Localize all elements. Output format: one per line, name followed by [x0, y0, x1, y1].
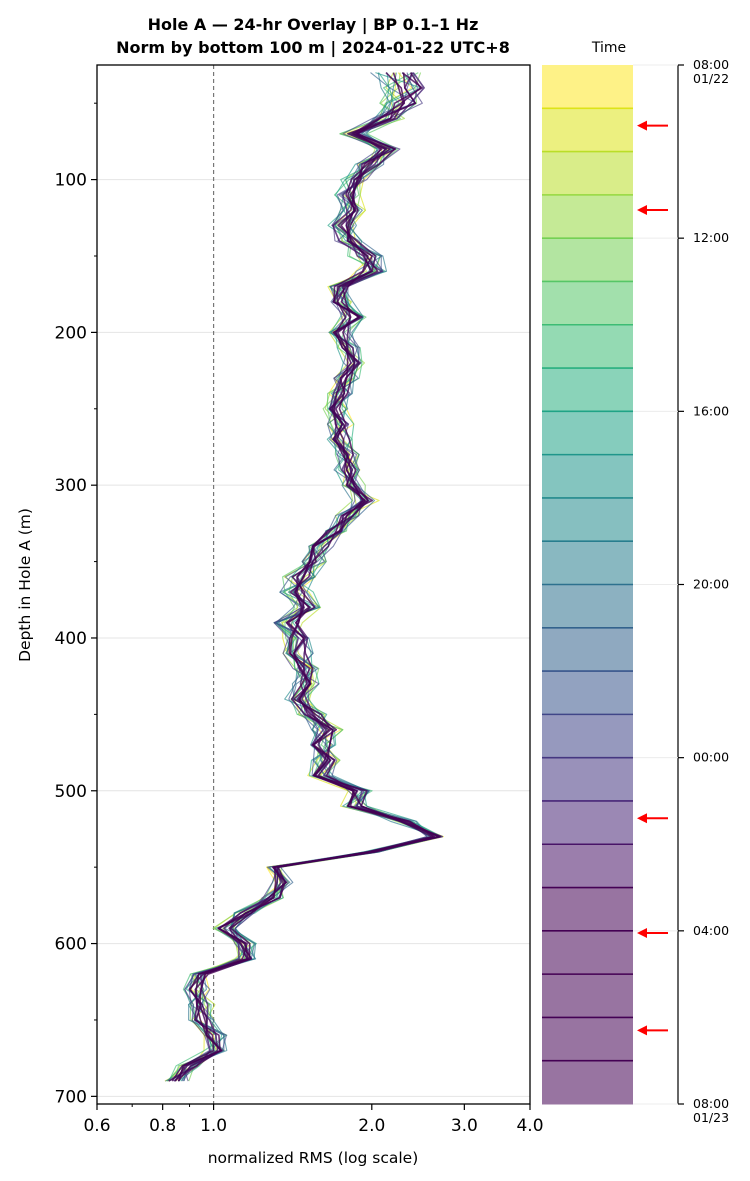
plot-frame — [96, 64, 531, 1105]
colorbar-band — [542, 411, 633, 456]
event-arrows — [637, 120, 668, 1036]
event-arrow — [637, 813, 668, 824]
colorbar-band — [542, 844, 633, 889]
colorbar-band — [542, 714, 633, 759]
y-tick-label: 700 — [55, 1087, 87, 1107]
y-tick-label: 200 — [55, 323, 87, 343]
time-tick-label: 00:00 — [693, 750, 729, 765]
y-tick-label: 400 — [55, 629, 87, 649]
x-tick-label: 2.0 — [358, 1116, 385, 1136]
colorbar — [542, 65, 633, 1105]
y-axis-ticks: 100 200 300 400 500 600 700 — [55, 102, 97, 1107]
event-arrow — [637, 120, 668, 131]
colorbar-band — [542, 238, 633, 282]
x-axis-label: normalized RMS (log scale) — [208, 1149, 419, 1167]
colorbar-band — [542, 757, 633, 802]
x-tick-label: 0.6 — [83, 1116, 110, 1136]
time-tick-label: 01/23 — [693, 1110, 729, 1125]
colorbar-band — [542, 497, 633, 542]
time-axis: 08:0001/2212:0016:0020:0000:0004:0008:00… — [633, 57, 729, 1125]
colorbar-band — [542, 671, 633, 715]
colorbar-band — [542, 194, 633, 239]
x-tick-label: 0.8 — [149, 1116, 176, 1136]
gridlines — [97, 179, 530, 1097]
time-tick-label: 04:00 — [693, 923, 729, 938]
colorbar-band — [542, 1017, 633, 1062]
chart-title-line2: Norm by bottom 100 m | 2024-01-22 UTC+8 — [116, 38, 510, 58]
colorbar-band — [542, 887, 633, 932]
colorbar-band — [542, 930, 633, 975]
event-arrow — [637, 1025, 668, 1036]
event-arrow — [637, 927, 668, 938]
hour-trace — [180, 72, 432, 1082]
colorbar-label: Time — [591, 40, 626, 56]
hour-trace — [181, 72, 430, 1082]
x-tick-label: 4.0 — [516, 1116, 543, 1136]
time-tick-label: 08:00 — [693, 1096, 729, 1111]
y-tick-label: 500 — [55, 782, 87, 802]
event-arrow — [637, 205, 668, 216]
hour-trace — [168, 72, 441, 1082]
x-axis-ticks: 0.6 0.8 1.0 2.0 3.0 4.0 — [83, 1104, 544, 1136]
time-tick-label: 08:00 — [693, 57, 729, 72]
colorbar-band — [542, 151, 633, 196]
colorbar-band — [542, 1060, 633, 1105]
colorbar-band — [542, 65, 633, 109]
colorbar-band — [542, 454, 633, 499]
y-tick-label: 600 — [55, 935, 87, 955]
trace-lines — [164, 71, 445, 1082]
colorbar-band — [542, 584, 633, 629]
colorbar-band — [542, 541, 633, 585]
y-axis-label: Depth in Hole A (m) — [16, 508, 34, 662]
colorbar-band — [542, 108, 633, 153]
time-tick-label: 20:00 — [693, 577, 729, 592]
hour-trace — [168, 72, 428, 1082]
time-tick-label: 12:00 — [693, 230, 729, 245]
hour-trace — [174, 72, 439, 1082]
colorbar-band — [542, 800, 633, 845]
colorbar-band — [542, 324, 633, 369]
colorbar-band — [542, 281, 633, 326]
x-tick-label: 1.0 — [200, 1116, 227, 1136]
y-tick-label: 100 — [55, 171, 87, 191]
time-tick-label: 01/22 — [693, 71, 729, 86]
chart-title-line1: Hole A — 24-hr Overlay | BP 0.1–1 Hz — [148, 15, 479, 35]
x-tick-label: 3.0 — [451, 1116, 478, 1136]
colorbar-band — [542, 368, 633, 412]
hour-trace — [182, 72, 428, 1082]
colorbar-band — [542, 627, 633, 672]
time-tick-label: 16:00 — [693, 403, 729, 418]
y-tick-label: 300 — [55, 476, 87, 496]
colorbar-band — [542, 974, 633, 1018]
